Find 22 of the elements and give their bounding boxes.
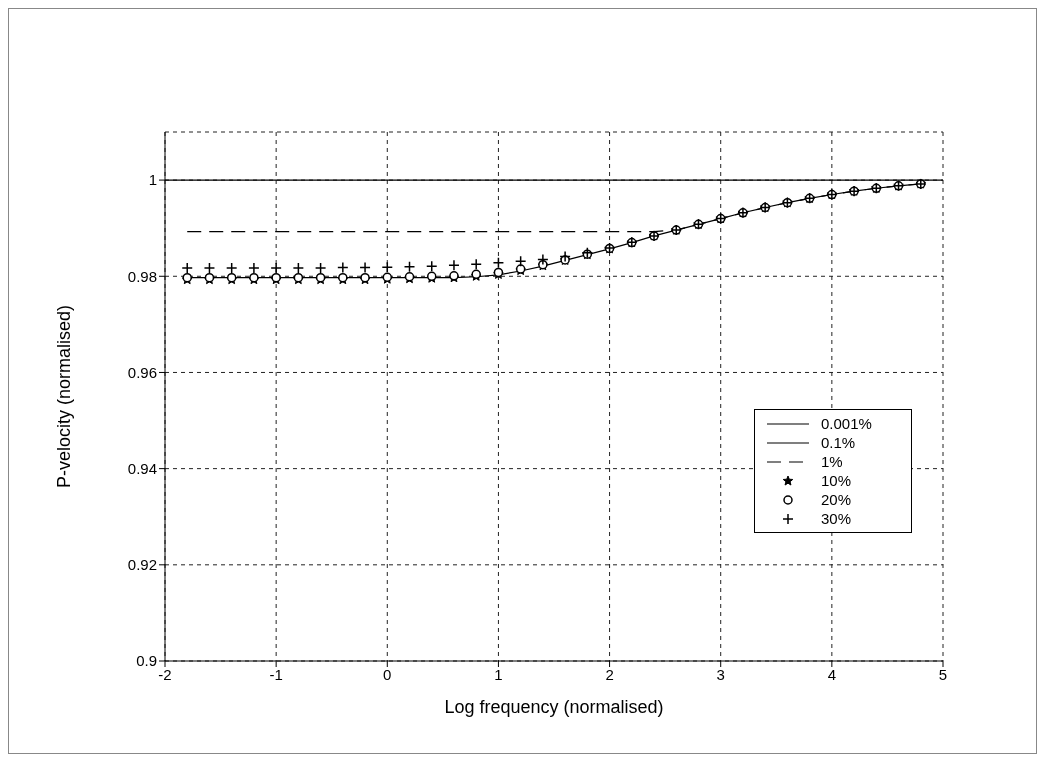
- x-tick-label: 1: [494, 665, 503, 683]
- x-tick-label: -2: [158, 665, 172, 683]
- x-tick-label: 4: [827, 665, 837, 683]
- y-tick-label: 0.92: [127, 556, 157, 574]
- y-tick-label: 0.96: [127, 363, 157, 381]
- legend-label: 0.001%: [821, 415, 872, 432]
- y-tick-label: 1: [148, 171, 157, 189]
- x-tick-label: 5: [938, 665, 948, 683]
- x-axis-title: Log frequency (normalised): [444, 697, 664, 717]
- x-tick-label: 2: [605, 665, 614, 683]
- legend-label: 0.1%: [821, 434, 856, 451]
- legend-label: 30%: [821, 510, 852, 527]
- x-tick-label: 3: [716, 665, 725, 683]
- y-tick-label: 0.94: [127, 459, 157, 477]
- legend-label: 10%: [821, 472, 852, 489]
- x-tick-label: -1: [269, 665, 283, 683]
- y-tick-label: 0.98: [127, 267, 157, 285]
- legend-label: 20%: [821, 491, 852, 508]
- y-tick-label: 0.9: [136, 652, 157, 670]
- legend-label: 1%: [821, 453, 843, 470]
- x-tick-label: 0: [383, 665, 392, 683]
- y-axis-title: P-velocity (normalised): [54, 304, 75, 489]
